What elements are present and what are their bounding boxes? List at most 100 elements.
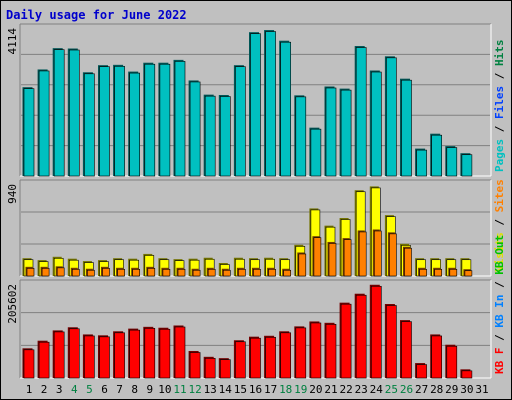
x-tick-label: 22	[339, 383, 352, 396]
y-max-label: 4114	[6, 28, 19, 55]
bar-hits	[220, 96, 231, 177]
bar-kb-f	[84, 335, 95, 379]
bar-kb-f	[99, 336, 110, 379]
chart-title: Daily usage for June 2022	[6, 8, 187, 22]
x-tick-label: 29	[445, 383, 458, 396]
x-tick-label: 7	[116, 383, 123, 396]
bar-kb-f	[446, 345, 458, 379]
bar-sites	[26, 268, 35, 277]
x-tick-label: 13	[204, 383, 217, 396]
x-tick-label: 9	[146, 383, 153, 396]
bar-sites	[207, 268, 216, 277]
x-tick-label: 30	[460, 383, 473, 396]
bar-hits	[53, 49, 65, 177]
legend-separator: /	[493, 275, 506, 295]
bar-sites	[56, 267, 65, 277]
bar-kb-f	[159, 328, 171, 379]
legend-item: Pages	[493, 139, 506, 172]
bar-sites	[404, 247, 412, 277]
legend-item: Files	[493, 86, 506, 119]
x-tick-label: 3	[56, 383, 63, 396]
bar-hits	[144, 63, 156, 177]
bar-sites	[238, 268, 246, 277]
bar-sites	[253, 268, 261, 277]
legend-item: KB F	[493, 348, 506, 375]
x-tick-label: 15	[234, 383, 247, 396]
bar-sites	[132, 268, 140, 277]
bar-kb-f	[174, 326, 186, 379]
x-tick-label: 19	[294, 383, 307, 396]
bar-hits	[446, 147, 458, 177]
bar-sites	[373, 230, 382, 277]
bar-hits	[386, 57, 397, 177]
bar-sites	[162, 268, 171, 277]
bar-hits	[325, 87, 337, 177]
bar-hits	[38, 70, 50, 177]
x-tick-label: 18	[279, 383, 292, 396]
bar-hits	[84, 73, 95, 177]
bar-sites	[343, 239, 352, 277]
x-tick-label: 11	[173, 383, 186, 396]
bar-sites	[464, 270, 473, 277]
bar-sites	[87, 269, 95, 277]
bar-hits	[23, 88, 35, 177]
bar-sites	[41, 268, 50, 277]
bar-sites	[449, 268, 458, 277]
x-tick-label: 1	[26, 383, 33, 396]
legend-separator: /	[493, 328, 506, 348]
bar-sites	[328, 243, 337, 277]
bar-kb-f	[340, 303, 352, 379]
x-tick-label: 31	[475, 383, 488, 396]
bar-hits	[310, 128, 322, 177]
bar-hits	[129, 72, 140, 177]
legend-separator: /	[493, 212, 506, 232]
bar-kb-f	[431, 335, 443, 379]
bar-kb-f	[189, 352, 201, 379]
bar-sites	[177, 268, 186, 277]
x-tick-label: 23	[355, 383, 368, 396]
bar-kb-f	[23, 349, 35, 379]
legend-item: Visits	[493, 232, 506, 272]
bar-kb-f	[220, 359, 231, 379]
bar-sites	[102, 268, 110, 277]
bar-sites	[298, 253, 307, 277]
bar-sites	[147, 268, 156, 277]
x-tick-label: 17	[264, 383, 277, 396]
bar-kb-f	[416, 364, 427, 379]
bar-sites	[419, 268, 427, 277]
bar-kb-f	[129, 329, 140, 379]
bar-hits	[370, 71, 382, 177]
bar-sites	[313, 237, 322, 277]
bar-hits	[401, 79, 412, 177]
bar-hits	[295, 96, 307, 177]
x-tick-label: 16	[249, 383, 262, 396]
bar-hits	[461, 154, 473, 177]
legend-separator: /	[493, 119, 506, 139]
bar-sites	[192, 269, 201, 277]
bar-sites	[358, 231, 367, 277]
bar-sites	[268, 268, 276, 277]
legend-separator: /	[493, 66, 506, 86]
legend-item: Hits	[493, 40, 506, 67]
bar-kb-f	[401, 321, 412, 379]
x-tick-label: 24	[370, 383, 384, 396]
x-tick-label: 14	[219, 383, 233, 396]
x-tick-label: 26	[400, 383, 413, 396]
bar-kb-f	[144, 328, 156, 379]
bar-sites	[72, 268, 80, 277]
bar-kb-f	[295, 327, 307, 379]
bar-kb-f	[280, 332, 292, 379]
bar-sites	[434, 268, 443, 277]
bar-kb-f	[204, 358, 216, 379]
bar-kb-f	[265, 336, 276, 379]
x-tick-label: 12	[188, 383, 201, 396]
bar-hits	[431, 134, 443, 177]
bar-kb-f	[235, 341, 246, 379]
x-tick-label: 21	[324, 383, 337, 396]
bar-sites	[223, 269, 231, 277]
x-tick-label: 20	[309, 383, 322, 396]
bar-sites	[117, 268, 125, 277]
y-max-label: 205602	[6, 284, 19, 324]
bar-hits	[204, 95, 216, 177]
bar-sites	[283, 269, 292, 277]
